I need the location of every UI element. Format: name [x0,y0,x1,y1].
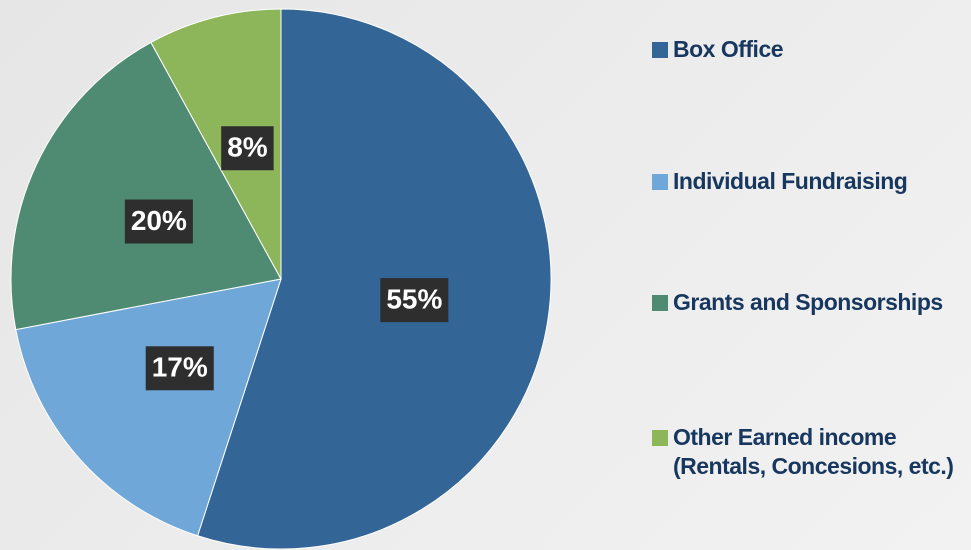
pie-slice [196,8,552,550]
legend-label: Box Office [673,36,784,62]
data-label-text: 20% [131,205,187,236]
legend-label: Other Earned income (Rentals, Concesions… [673,424,954,479]
data-label-box [145,346,214,391]
data-label-text: 8% [227,132,268,163]
data-label: 55% [380,278,449,323]
legend-item: Individual Fundraising [652,167,971,196]
pie-slice [10,41,282,331]
legend-swatch [652,174,668,190]
data-label: 17% [145,346,214,391]
data-label-text: 55% [386,284,442,315]
legend-item: Other Earned income (Rentals, Concesions… [652,423,971,481]
chart: 55% 17% 20% 8% [10,8,552,550]
data-label-text: 17% [152,352,208,383]
legend-label: Grants and Sponsorships [673,289,943,315]
data-label: 8% [221,126,274,171]
data-label: 20% [124,199,193,244]
data-label-box [221,126,274,171]
pie-slice [150,8,282,280]
data-label-box [124,199,193,244]
legend-swatch [652,42,668,58]
data-label-box [380,278,449,323]
pie-slice [15,278,282,537]
legend-item: Grants and Sponsorships [652,288,971,317]
legend-swatch [652,430,668,446]
legend-item: Box Office [652,35,971,64]
legend-swatch [652,295,668,311]
legend-label: Individual Fundraising [673,168,908,194]
